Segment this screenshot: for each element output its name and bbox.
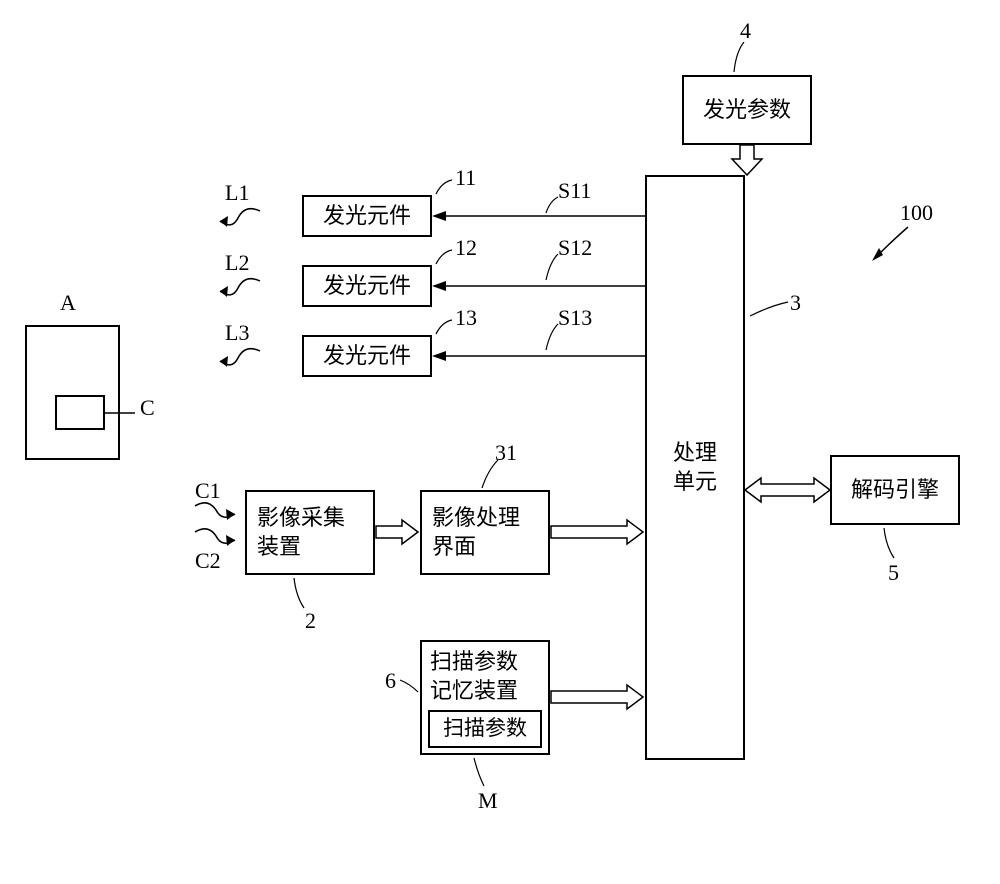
squiggle-l1: [210, 208, 265, 233]
signal-s11: [432, 208, 645, 224]
label-100: 100: [900, 200, 933, 226]
box-light-11: 发光元件: [302, 195, 432, 237]
box-carrier-a: [25, 325, 120, 460]
box-code-c: [55, 395, 105, 430]
arrow-2-to-31: [376, 518, 420, 546]
squiggle-c1: [190, 502, 245, 524]
squiggle-c2: [190, 528, 245, 550]
label-13: 13: [455, 305, 477, 331]
diagram-canvas: A C L1 L2 L3 发光元件 发光元件 发光元件 11 12 13 S11…: [0, 0, 1000, 884]
label-12: 12: [455, 235, 477, 261]
label-6: 6: [385, 668, 396, 694]
arrow-31-to-3: [551, 518, 645, 546]
box-light-12: 发光元件: [302, 265, 432, 307]
arrow-100: [868, 225, 913, 270]
label-l2: L2: [225, 250, 249, 276]
box-light-params: 发光参数: [682, 75, 812, 145]
label-3: 3: [790, 290, 801, 316]
label-2: 2: [305, 608, 316, 634]
label-s11: S11: [558, 178, 591, 204]
box-scan-params-m: 扫描参数: [428, 710, 542, 748]
label-c: C: [140, 395, 155, 421]
label-l1: L1: [225, 180, 249, 206]
box-image-capture: 影像采集 装置: [245, 490, 375, 575]
squiggle-l2: [210, 278, 265, 303]
signal-s12: [432, 278, 645, 294]
label-a: A: [60, 290, 76, 316]
arrow-3-to-5: [745, 476, 830, 504]
box-light-13: 发光元件: [302, 335, 432, 377]
signal-s13: [432, 348, 645, 364]
arrow-4-to-3: [732, 145, 762, 177]
label-l3: L3: [225, 320, 249, 346]
label-c2: C2: [195, 548, 221, 574]
box-decode-engine: 解码引擎: [830, 455, 960, 525]
label-s13: S13: [558, 305, 592, 331]
label-s12: S12: [558, 235, 592, 261]
squiggle-l3: [210, 348, 265, 373]
label-5: 5: [888, 560, 899, 586]
box-scan-memory-text: 扫描参数 记忆装置: [430, 648, 542, 705]
label-m: M: [478, 788, 498, 814]
label-11: 11: [455, 165, 476, 191]
arrow-6-to-3: [551, 683, 645, 711]
box-image-proc-ui: 影像处理 界面: [420, 490, 550, 575]
box-processing-unit: 处理 单元: [645, 175, 745, 760]
label-c1: C1: [195, 478, 221, 504]
